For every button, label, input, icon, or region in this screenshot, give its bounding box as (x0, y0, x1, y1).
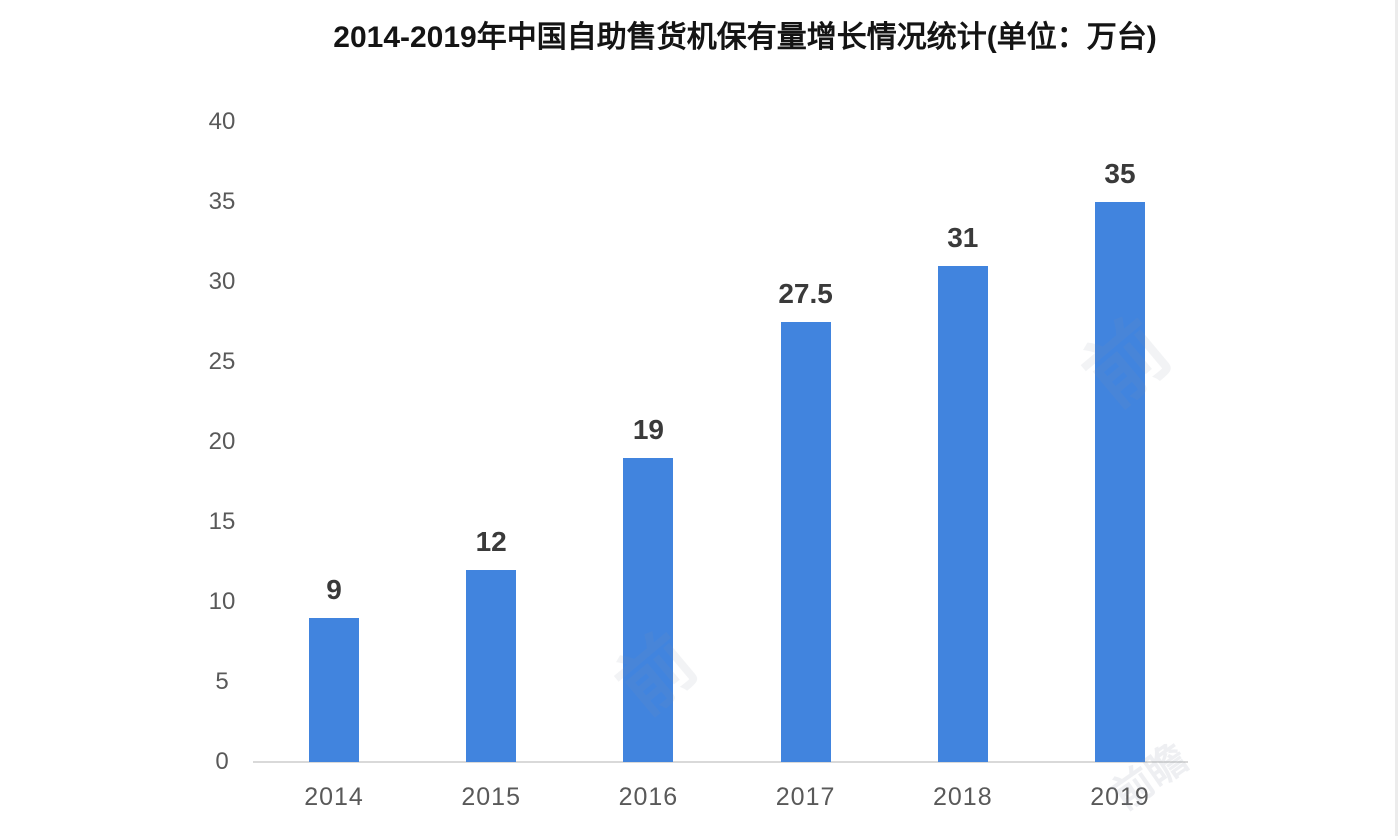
bar-value-label-2016: 19 (632, 414, 664, 445)
y-tick-label-30: 30 (208, 268, 236, 295)
x-tick-label-2019: 2019 (1090, 783, 1150, 811)
y-tick-label-10: 10 (208, 588, 236, 615)
y-tick-label-40: 40 (208, 108, 236, 135)
y-tick-label-0: 0 (215, 748, 229, 775)
bar-value-label-2015: 12 (475, 526, 507, 557)
bar-2014 (309, 618, 359, 762)
chart-title: 2014-2019年中国自助售货机保有量增长情况统计(单位：万台) (333, 21, 1157, 54)
bar-2017 (780, 322, 831, 762)
y-tick-label-25: 25 (208, 348, 236, 375)
y-tick-label-15: 15 (208, 508, 236, 535)
bar-value-label-2018: 31 (947, 222, 979, 253)
x-tick-label-2017: 2017 (775, 783, 836, 811)
y-tick-label-35: 35 (208, 188, 236, 215)
y-tick-label-20: 20 (208, 428, 236, 455)
page-edge-line (1395, 0, 1398, 836)
bar-value-label-2017: 27.5 (778, 278, 833, 309)
x-tick-label-2014: 2014 (304, 783, 364, 811)
x-tick-label-2016: 2016 (618, 783, 679, 811)
bar-value-label-2019: 35 (1104, 158, 1136, 189)
bar-value-label-2014: 9 (326, 574, 342, 605)
bar-2019 (1095, 202, 1145, 762)
bar-2016 (623, 458, 674, 762)
x-axis-line (253, 761, 1188, 763)
bar-2018 (937, 266, 988, 762)
bar-2015 (466, 570, 517, 762)
x-tick-label-2015: 2015 (461, 783, 521, 811)
y-tick-label-5: 5 (215, 668, 229, 695)
x-tick-label-2018: 2018 (932, 783, 993, 811)
